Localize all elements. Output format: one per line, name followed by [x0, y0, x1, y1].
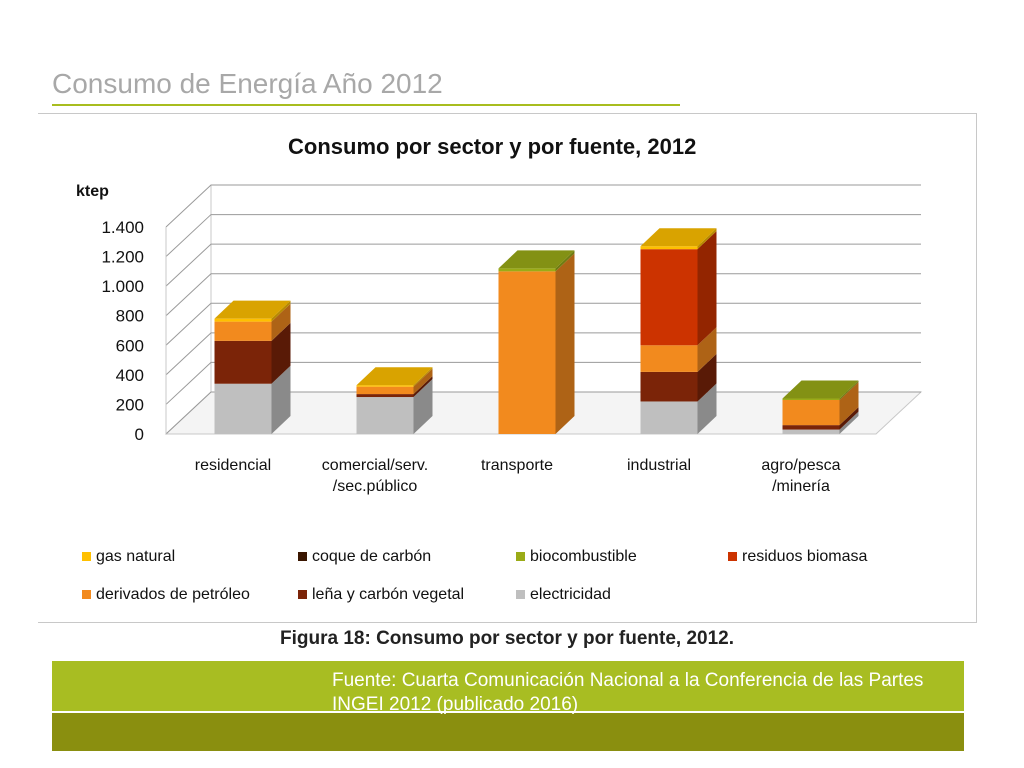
bar-industrial-leaycarbnvegetal-side	[697, 353, 717, 402]
bar-industrial-derivadosdepetrleo-side	[697, 327, 717, 372]
bar-agropesca-biocombustible	[782, 398, 840, 400]
bar-industrial-residuosbiomasa-side	[697, 231, 717, 346]
bar-industrial-electricidad-side	[697, 383, 717, 434]
bar-industrial-leaycarbnvegetal	[640, 371, 698, 402]
bar-industrial-gasnatural	[640, 246, 698, 250]
bar-comercialserv-leaycarbnvegetal	[356, 394, 414, 398]
x-tick-label: industrial	[627, 457, 691, 474]
bar-top-3	[640, 228, 717, 247]
bar-agropesca-leaycarbnvegetal-side	[839, 407, 859, 430]
bar-top-1	[356, 367, 433, 386]
bar-comercialserv-gasnatural-side	[413, 367, 433, 387]
x-tick-label: /sec.público	[333, 478, 418, 495]
x-tick-label: agro/pesca	[761, 457, 840, 474]
legend-label: derivados de petróleo	[96, 586, 250, 603]
x-tick-label: residencial	[195, 457, 271, 474]
bar-transporte-derivadosdepetrleo	[498, 271, 556, 434]
bar-transporte-biocombustible	[498, 268, 556, 272]
bar-residencial-electricidad	[214, 383, 272, 434]
legend-label: residuos biomasa	[742, 548, 868, 565]
legend-swatch	[298, 552, 307, 561]
title-underline	[52, 104, 680, 106]
y-axis-label: ktep	[76, 183, 109, 200]
y-tick-label: 1.000	[101, 277, 144, 296]
legend-swatch	[82, 552, 91, 561]
bar-residencial-derivadosdepetrleo	[214, 321, 272, 341]
legend-label: leña y carbón vegetal	[312, 586, 464, 603]
bar-agropesca-electricidad	[782, 429, 840, 434]
stacked-bar-chart: Consumo por sector y por fuente, 2012 kte…	[76, 134, 923, 603]
bar-transporte-biocombustible-side	[555, 250, 575, 272]
chart-frame: Consumo por sector y por fuente, 2012 kte…	[38, 113, 977, 623]
bar-agropesca-biocombustible-side	[839, 380, 859, 400]
y-tick-label: 200	[116, 395, 144, 414]
legend-label: coque de carbón	[312, 548, 431, 565]
legend-swatch	[298, 590, 307, 599]
x-tick-label: transporte	[481, 457, 553, 474]
y-tick-label: 1.400	[101, 218, 144, 237]
band-divider	[52, 711, 964, 713]
gridline	[165, 184, 921, 228]
bar-top-0	[214, 300, 291, 319]
legend-label: biocombustible	[530, 548, 637, 565]
legend-swatch	[516, 590, 525, 599]
bar-residencial-derivadosdepetrleo-side	[271, 303, 291, 341]
slide-title: Consumo de Energía Año 2012	[52, 68, 443, 99]
legend-swatch	[728, 552, 737, 561]
legend-label: electricidad	[530, 586, 611, 603]
bar-comercialserv-electricidad	[356, 397, 414, 434]
y-tick-label: 1.200	[101, 248, 144, 267]
bar-residencial-gasnatural-side	[271, 300, 291, 322]
bar-agropesca-derivadosdepetrleo-side	[839, 381, 859, 426]
bar-top-4	[782, 380, 859, 399]
bottom-band	[52, 713, 964, 751]
legend-swatch	[82, 590, 91, 599]
bar-comercialserv-derivadosdepetrleo-side	[413, 368, 433, 395]
legend-swatch	[516, 552, 525, 561]
y-tick-label: 800	[116, 307, 144, 326]
chart-title: Consumo por sector y por fuente, 2012	[288, 134, 696, 159]
bar-industrial-residuosbiomasa	[640, 249, 698, 346]
y-tick-label: 600	[116, 336, 144, 355]
y-tick-label: 0	[135, 425, 144, 444]
gridline	[165, 214, 921, 257]
y-tick-label: 400	[116, 366, 144, 385]
bar-industrial-electricidad	[640, 401, 698, 434]
figure-caption: Figura 18: Consumo por sector y por fuen…	[280, 628, 734, 649]
x-tick-label: comercial/serv.	[322, 457, 428, 474]
legend-label: gas natural	[96, 548, 175, 565]
source-text: Fuente: Cuarta Comunicación Nacional a l…	[332, 670, 924, 715]
bar-agropesca-leaycarbnvegetal	[782, 425, 840, 430]
bar-transporte-derivadosdepetrleo-side	[555, 253, 575, 434]
bar-residencial-leaycarbnvegetal	[214, 340, 272, 384]
bar-agropesca-electricidad-side	[839, 411, 859, 434]
bar-top-2	[498, 250, 575, 269]
bar-comercialserv-gasnatural	[356, 385, 414, 387]
source-band	[52, 661, 964, 711]
bar-residencial-electricidad-side	[271, 365, 291, 434]
bar-residencial-gasnatural	[214, 318, 272, 322]
bar-industrial-gasnatural-side	[697, 228, 717, 250]
bar-agropesca-derivadosdepetrleo	[782, 399, 840, 426]
bar-residencial-leaycarbnvegetal-side	[271, 322, 291, 384]
bar-comercialserv-leaycarbnvegetal-side	[413, 376, 433, 398]
bar-comercialserv-derivadosdepetrleo	[356, 386, 414, 395]
bar-industrial-derivadosdepetrleo	[640, 345, 698, 372]
x-tick-label: /minería	[772, 478, 830, 495]
bar-comercialserv-electricidad-side	[413, 379, 433, 434]
